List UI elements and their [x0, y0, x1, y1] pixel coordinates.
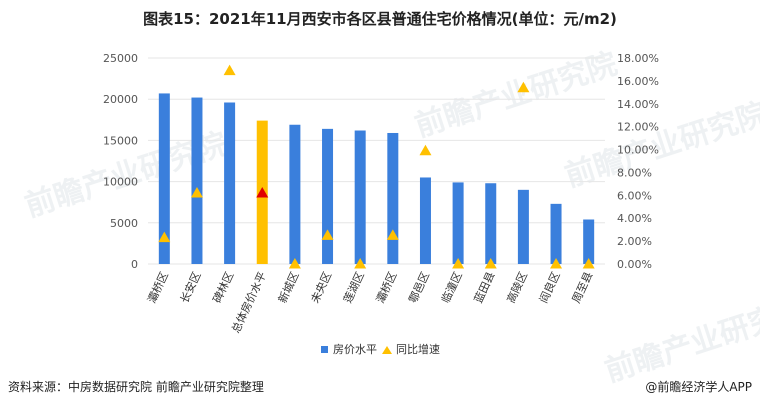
x-tick-label: 未央区 [309, 270, 335, 305]
bar [517, 189, 529, 264]
growth-marker [288, 258, 301, 269]
y-right-tick-label: 4.00% [617, 212, 652, 225]
y-right-tick-label: 2.00% [617, 235, 652, 248]
bar [550, 203, 562, 264]
x-tick-label: 鄠邑区 [406, 270, 432, 305]
bar [191, 97, 203, 264]
legend-label: 同比增速 [396, 342, 440, 356]
legend-swatch-bar [321, 346, 328, 353]
x-tick-label: 高陵区 [503, 269, 530, 305]
x-tick-label: 莲湖区 [341, 270, 367, 305]
y-right-tick-label: 12.00% [617, 121, 659, 134]
y-right-tick-label: 14.00% [617, 98, 659, 111]
growth-marker [190, 187, 203, 198]
bar [289, 124, 301, 264]
y-right-tick-label: 8.00% [617, 166, 652, 179]
y-left-tick-label: 0 [131, 258, 138, 271]
y-left-tick-label: 20000 [103, 93, 138, 106]
y-left-tick-label: 15000 [103, 134, 138, 147]
x-tick-label: 灞桥区 [374, 270, 400, 305]
growth-marker [550, 258, 563, 269]
y-left-tick-label: 25000 [103, 52, 138, 65]
x-tick-label: 周至县 [570, 270, 596, 305]
y-right-tick-label: 18.00% [617, 52, 659, 65]
legend-swatch-marker [382, 346, 392, 354]
growth-marker [321, 229, 334, 240]
y-right-tick-label: 10.00% [617, 144, 659, 157]
y-left-tick-label: 10000 [103, 176, 138, 189]
bar [322, 128, 334, 264]
growth-marker [223, 64, 236, 76]
bar [224, 102, 236, 264]
growth-marker [354, 258, 367, 269]
growth-marker [452, 258, 465, 269]
credit-note: @前瞻经济学人APP [645, 380, 752, 394]
bar [583, 219, 595, 264]
y-right-tick-label: 6.00% [617, 189, 652, 202]
growth-marker [484, 258, 497, 269]
y-right-tick-label: 16.00% [617, 75, 659, 88]
x-tick-label: 临潼区 [438, 269, 465, 305]
growth-marker [517, 81, 530, 93]
bar [452, 182, 464, 264]
growth-marker [582, 258, 595, 269]
bar [387, 132, 399, 264]
x-tick-label: 碑林区 [210, 269, 237, 305]
chart-title: 图表15：2021年11月西安市各区县普通住宅价格情况(单位：元/m2) [143, 10, 617, 28]
growth-marker [419, 144, 432, 156]
growth-marker [386, 229, 399, 240]
bar [419, 177, 431, 264]
growth-marker [256, 187, 269, 198]
bar [354, 130, 366, 264]
legend-label: 房价水平 [333, 343, 377, 356]
x-tick-label: 灞桥区 [145, 270, 171, 305]
x-tick-label: 新城区 [275, 269, 302, 305]
bar [158, 93, 170, 264]
source-note: 资料来源：中房数据研究院 前瞻产业研究院整理 [8, 380, 264, 394]
bar [485, 183, 497, 264]
y-left-tick-label: 5000 [110, 217, 138, 230]
x-tick-label: 长安区 [177, 269, 204, 305]
growth-marker [158, 231, 171, 243]
x-tick-label: 阎良区 [536, 269, 563, 305]
x-tick-label: 蓝田县 [472, 270, 498, 305]
y-right-tick-label: 0.00% [617, 258, 652, 271]
